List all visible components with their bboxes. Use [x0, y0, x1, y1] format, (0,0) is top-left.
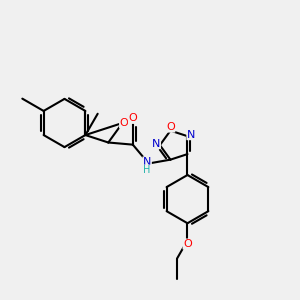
Text: O: O — [166, 122, 175, 132]
Text: O: O — [120, 118, 128, 128]
Text: O: O — [128, 113, 137, 123]
Text: N: N — [187, 130, 195, 140]
Text: H: H — [143, 165, 151, 175]
Text: O: O — [183, 239, 192, 249]
Text: N: N — [152, 139, 160, 148]
Text: N: N — [143, 157, 151, 167]
